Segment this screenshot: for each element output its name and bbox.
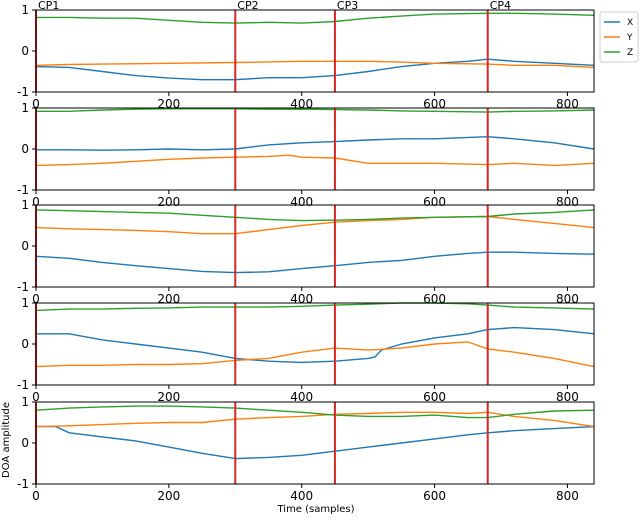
- x-tick-label: 200: [157, 195, 180, 209]
- series-line-z: [35, 405, 595, 419]
- series-line-y: [35, 60, 595, 69]
- panel-frame: [35, 204, 595, 288]
- legend: XYZ: [599, 11, 639, 63]
- x-tick-label: 200: [157, 489, 180, 503]
- x-tick-label: 400: [290, 195, 313, 209]
- y-tick-label: -1: [17, 85, 29, 99]
- y-tick-label: 1: [21, 198, 29, 212]
- series-line-y: [35, 215, 595, 235]
- x-tick-label: 0: [32, 390, 40, 404]
- x-tick-label: 0: [32, 195, 40, 209]
- series-line-z: [36, 12, 595, 24]
- x-tick-label: 400: [290, 489, 313, 503]
- x-tick-label: 200: [157, 292, 180, 306]
- x-tick-label: 600: [423, 195, 446, 209]
- y-axis-title: DOA amplitude: [1, 402, 12, 478]
- x-tick-label: 800: [556, 489, 579, 503]
- series-line-x: [35, 251, 595, 274]
- x-tick-label: 800: [556, 195, 579, 209]
- y-tick-label: -1: [17, 477, 29, 491]
- y-tick-label: 1: [21, 395, 29, 409]
- y-tick-label: 0: [21, 44, 29, 58]
- legend-label-z: Z: [627, 48, 633, 58]
- x-tick-label: 600: [423, 292, 446, 306]
- x-tick-label: 0: [32, 292, 40, 306]
- series-line-x: [36, 326, 595, 364]
- change-point-label-cp4: CP4: [490, 0, 511, 12]
- y-tick-label: 1: [21, 101, 29, 115]
- y-tick-label: 1: [21, 3, 29, 17]
- legend-label-x: X: [627, 18, 633, 28]
- y-tick-label: -1: [17, 280, 29, 294]
- panel-frame: [35, 107, 595, 191]
- y-tick-label: 0: [21, 239, 29, 253]
- series-line-x: [36, 135, 595, 151]
- y-tick-label: 0: [21, 142, 29, 156]
- x-tick-label: 800: [556, 97, 579, 111]
- x-tick-label: 600: [423, 97, 446, 111]
- series-line-z: [36, 108, 595, 113]
- x-tick-label: 400: [290, 292, 313, 306]
- x-tick-label: 800: [556, 390, 579, 404]
- series-line-x: [35, 58, 595, 81]
- x-axis-title: Time (samples): [276, 504, 354, 515]
- panel-frame: [35, 302, 595, 386]
- y-tick-label: 1: [21, 296, 29, 310]
- series-line-y: [35, 411, 595, 428]
- x-tick-label: 600: [423, 489, 446, 503]
- x-tick-label: 800: [556, 292, 579, 306]
- y-tick-label: -1: [17, 378, 29, 392]
- series-line-z: [35, 209, 595, 222]
- x-tick-label: 200: [157, 390, 180, 404]
- change-point-label-cp3: CP3: [337, 0, 358, 12]
- x-tick-label: 600: [423, 390, 446, 404]
- series-line-y: [35, 341, 595, 368]
- x-tick-label: 0: [32, 489, 40, 503]
- x-tick-label: 0: [32, 97, 40, 111]
- series-line-x: [36, 425, 595, 460]
- y-tick-label: 0: [21, 337, 29, 351]
- y-tick-label: 0: [21, 436, 29, 450]
- series-line-y: [35, 154, 595, 167]
- change-point-label-cp1: CP1: [38, 0, 59, 12]
- series-line-z: [35, 302, 595, 312]
- change-point-label-cp2: CP2: [237, 0, 258, 12]
- x-tick-label: 400: [290, 390, 313, 404]
- legend-label-y: Y: [626, 33, 633, 43]
- y-tick-label: -1: [17, 183, 29, 197]
